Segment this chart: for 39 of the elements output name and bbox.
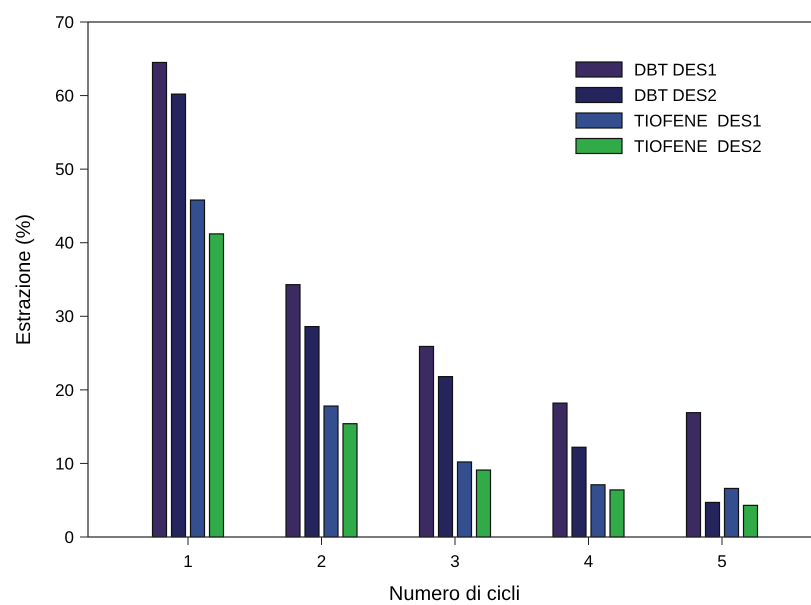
y-tick-label: 40 [55, 234, 74, 253]
bar [438, 376, 454, 538]
legend-label: DBT DES1 [634, 60, 717, 80]
bar [590, 484, 606, 538]
bar [456, 461, 472, 538]
x-tick-label: 4 [584, 552, 594, 571]
bar [418, 346, 434, 538]
bar [208, 233, 224, 538]
y-tick-label: 20 [55, 380, 74, 400]
x-tick-label: 3 [450, 552, 460, 571]
y-tick-label: 10 [55, 454, 74, 474]
bar [323, 405, 339, 538]
y-tick-label: 0 [64, 528, 74, 547]
bar [170, 94, 186, 538]
bar [571, 446, 587, 538]
y-tick-label: 70 [55, 12, 74, 32]
x-tick-label: 5 [717, 552, 727, 571]
legend-label: TIOFENE DES1 [634, 111, 762, 130]
bar [190, 199, 206, 538]
bar [704, 502, 720, 538]
bar [304, 326, 320, 538]
bar [152, 62, 168, 538]
y-tick-label: 50 [55, 160, 74, 180]
bar [476, 469, 492, 538]
bar [742, 504, 758, 538]
legend-label: TIOFENE DES2 [634, 136, 762, 156]
bar [285, 284, 301, 538]
bar [552, 402, 568, 538]
x-axis-title: Numero di cicli [388, 583, 520, 605]
y-tick-label: 30 [55, 307, 74, 326]
y-axis-title: Estrazione (%) [13, 214, 35, 346]
y-tick-label: 60 [55, 86, 74, 106]
bar [609, 489, 625, 538]
bar [342, 423, 358, 538]
bar [686, 412, 702, 538]
bar [724, 488, 740, 538]
legend-label: DBT DES2 [634, 86, 717, 105]
x-tick-label: 1 [183, 552, 193, 571]
x-tick-label: 2 [316, 552, 326, 571]
